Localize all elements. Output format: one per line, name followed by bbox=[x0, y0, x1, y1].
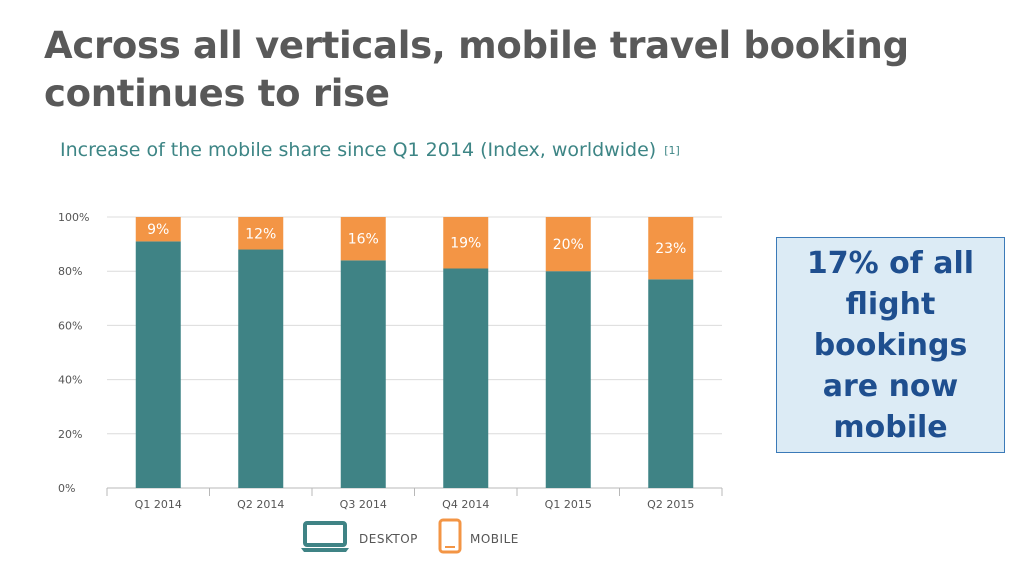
y-tick-label: 40% bbox=[58, 374, 82, 387]
y-tick-label: 100% bbox=[58, 211, 89, 224]
bar-mobile bbox=[545, 217, 591, 272]
bar-data-label: 19% bbox=[450, 236, 481, 252]
bar-data-label: 9% bbox=[147, 222, 169, 238]
y-tick-label: 80% bbox=[58, 265, 82, 278]
bar-desktop bbox=[443, 268, 489, 488]
x-tick-label: Q1 2015 bbox=[545, 498, 592, 511]
y-tick-label: 0% bbox=[58, 482, 75, 495]
chart-title-text: Increase of the mobile share since Q1 20… bbox=[60, 139, 657, 161]
bar-mobile bbox=[135, 217, 181, 242]
bar-mobile bbox=[443, 217, 489, 269]
bar-data-label: 23% bbox=[655, 241, 686, 257]
legend-label-mobile: MOBILE bbox=[470, 532, 519, 546]
x-tick-label: Q4 2014 bbox=[442, 498, 489, 511]
callout-text: 17% of all flight bookings are now mobil… bbox=[806, 245, 975, 445]
bar-desktop bbox=[135, 241, 181, 488]
legend-label-desktop: DESKTOP bbox=[359, 532, 418, 546]
chart-subtitle: Increase of the mobile share since Q1 20… bbox=[60, 139, 680, 161]
x-tick-label: Q3 2014 bbox=[340, 498, 387, 511]
callout-box: 17% of all flight bookings are now mobil… bbox=[776, 237, 1005, 453]
y-tick-label: 60% bbox=[58, 319, 82, 332]
x-tick-label: Q1 2014 bbox=[135, 498, 182, 511]
desktop-legend-icon bbox=[301, 521, 349, 552]
x-tick-label: Q2 2014 bbox=[237, 498, 284, 511]
bar-mobile bbox=[340, 217, 386, 261]
bar-desktop bbox=[545, 271, 591, 488]
x-tick-label: Q2 2015 bbox=[647, 498, 694, 511]
chart-legend bbox=[301, 518, 462, 554]
y-tick-label: 20% bbox=[58, 428, 82, 441]
chart-axes: 0% 20% 40% 60% 80% 100% Q1 2014 Q2 2014 Q3 2014 Q… bbox=[58, 211, 723, 511]
bar-data-label: 16% bbox=[348, 232, 379, 248]
bar-data-label: 20% bbox=[553, 237, 584, 253]
mobile-legend-icon bbox=[438, 518, 462, 554]
bar-mobile bbox=[648, 217, 694, 280]
slide-title: Across all verticals, mobile travel book… bbox=[44, 24, 909, 115]
bar-data-label: 12% bbox=[245, 226, 276, 242]
chart-gridlines bbox=[107, 216, 722, 489]
bar-mobile bbox=[238, 217, 284, 250]
chart-title-reference: [1] bbox=[664, 144, 680, 157]
bar-desktop bbox=[238, 249, 284, 488]
bar-desktop bbox=[340, 260, 386, 488]
chart-bars: 9% 12% 16% 19% 20% 23% bbox=[135, 217, 694, 488]
bar-desktop bbox=[648, 279, 694, 488]
